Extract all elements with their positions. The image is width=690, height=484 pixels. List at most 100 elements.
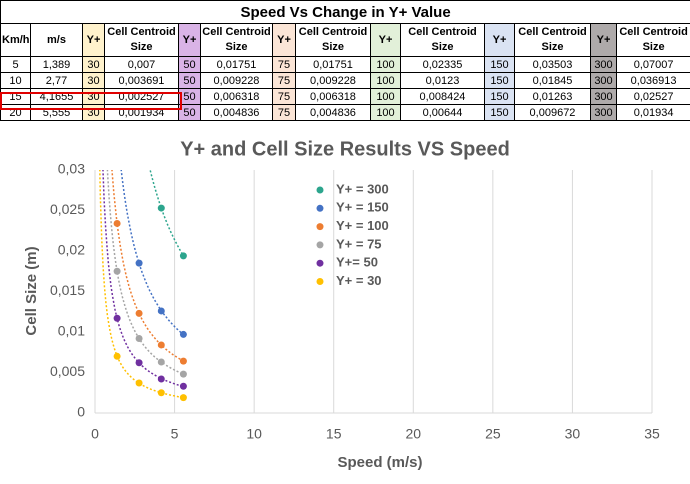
legend-marker bbox=[316, 223, 324, 231]
x-tick-label: 15 bbox=[326, 426, 342, 442]
x-tick-label: 20 bbox=[405, 426, 421, 442]
table-cell: Cell Centroid Size bbox=[615, 23, 690, 57]
point bbox=[113, 352, 121, 360]
point bbox=[135, 359, 143, 367]
table-cell: Y+ bbox=[370, 23, 401, 57]
table-cell: 0,009228 bbox=[295, 72, 371, 89]
table-cell: 150 bbox=[484, 56, 515, 73]
y-tick-label: 0,025 bbox=[50, 201, 85, 217]
chart-title: Y+ and Cell Size Results VS Speed bbox=[180, 138, 510, 160]
table-cell: 2,77 bbox=[30, 72, 83, 89]
table-cell: 0,01934 bbox=[615, 104, 690, 121]
x-tick-label: 30 bbox=[565, 426, 581, 442]
table-cell: Y+ bbox=[178, 23, 201, 57]
table-cell: 0,01751 bbox=[295, 56, 371, 73]
table-cell: 0,009672 bbox=[514, 104, 591, 121]
x-axis-label: Speed (m/s) bbox=[337, 454, 422, 471]
highlight-box bbox=[0, 92, 182, 110]
table-cell: 75 bbox=[272, 72, 296, 89]
y-tick-label: 0 bbox=[77, 404, 85, 420]
table-cell: 30 bbox=[82, 56, 105, 73]
table-cell: 10 bbox=[0, 72, 31, 89]
x-tick-label: 5 bbox=[171, 426, 179, 442]
point bbox=[113, 219, 121, 227]
table-cell: Cell Centroid Size bbox=[200, 23, 273, 57]
x-tick-label: 0 bbox=[91, 426, 99, 442]
table-cell: Cell Centroid Size bbox=[400, 23, 485, 57]
table-cell: Y+ bbox=[82, 23, 105, 57]
point bbox=[113, 267, 121, 275]
point bbox=[179, 252, 187, 260]
legend-label: Y+= 50 bbox=[336, 255, 378, 270]
point bbox=[135, 334, 143, 342]
legend-label: Y+ = 30 bbox=[336, 273, 382, 288]
table-cell: 100 bbox=[370, 104, 401, 121]
y-tick-label: 0,005 bbox=[50, 363, 85, 379]
table-cell: 0,0123 bbox=[400, 72, 485, 89]
table-cell: 0,006318 bbox=[200, 88, 273, 105]
table-cell: m/s bbox=[30, 23, 83, 57]
table-cell: Cell Centroid Size bbox=[295, 23, 371, 57]
table-cell: 100 bbox=[370, 56, 401, 73]
table-cell: 0,00644 bbox=[400, 104, 485, 121]
table-cell: 50 bbox=[178, 56, 201, 73]
table-cell: 300 bbox=[590, 56, 617, 73]
table-cell: 5 bbox=[0, 56, 31, 73]
table-cell: 0,036913 bbox=[615, 72, 690, 89]
table-cell: 0,004836 bbox=[295, 104, 371, 121]
x-tick-label: 10 bbox=[246, 426, 262, 442]
table-cell: 0,01751 bbox=[200, 56, 273, 73]
table-cell: Y+ bbox=[484, 23, 515, 57]
point bbox=[157, 358, 165, 366]
y-tick-label: 0,03 bbox=[58, 161, 85, 177]
table-cell: 300 bbox=[590, 88, 617, 105]
trendline bbox=[111, 170, 184, 362]
table-cell: 75 bbox=[272, 56, 296, 73]
legend-label: Y+ = 150 bbox=[336, 200, 389, 215]
table-cell: Y+ bbox=[272, 23, 296, 57]
table-cell: 100 bbox=[370, 72, 401, 89]
legend-marker bbox=[316, 204, 324, 212]
trendline bbox=[99, 170, 184, 399]
table-cell: 1,389 bbox=[30, 56, 83, 73]
x-tick-label: 25 bbox=[485, 426, 501, 442]
table-cell: 0,004836 bbox=[200, 104, 273, 121]
table-cell: 0,03503 bbox=[514, 56, 591, 73]
point bbox=[135, 259, 143, 267]
table-cell: Y+ bbox=[590, 23, 617, 57]
y-tick-label: 0,02 bbox=[58, 242, 85, 258]
table-cell: 150 bbox=[484, 104, 515, 121]
point bbox=[179, 370, 187, 378]
table-cell: 30 bbox=[82, 72, 105, 89]
point bbox=[157, 375, 165, 383]
table-cell: 300 bbox=[590, 104, 617, 121]
y-axis-label: Cell Size (m) bbox=[23, 246, 40, 335]
point bbox=[157, 341, 165, 349]
table-cell: 75 bbox=[272, 88, 296, 105]
point bbox=[179, 382, 187, 390]
legend-marker bbox=[316, 186, 324, 194]
point bbox=[135, 309, 143, 317]
table-cell: 50 bbox=[178, 104, 201, 121]
table-cell: 75 bbox=[272, 104, 296, 121]
table-cell: 0,02335 bbox=[400, 56, 485, 73]
trendline bbox=[149, 170, 185, 257]
point bbox=[135, 379, 143, 387]
table-cell: 0,02527 bbox=[615, 88, 690, 105]
legend-label: Y+ = 75 bbox=[336, 236, 382, 251]
table-cell: 0,01845 bbox=[514, 72, 591, 89]
point bbox=[157, 204, 165, 212]
table-cell: Km/h bbox=[0, 23, 31, 57]
table-cell: 100 bbox=[370, 88, 401, 105]
table-cell: 150 bbox=[484, 88, 515, 105]
table-row: 5 1,389 30 0,007 50 0,01751 75 0,01751 100 0,0233… bbox=[0, 56, 690, 73]
legend-marker bbox=[316, 241, 324, 249]
table-title: Speed Vs Change in Y+ Value bbox=[0, 0, 690, 24]
point bbox=[179, 357, 187, 365]
table-row: 10 2,77 30 0,003691 50 0,009228 75 0,009228 100 0… bbox=[0, 72, 690, 89]
y-tick-label: 0,01 bbox=[58, 323, 85, 339]
table-cell: 0,008424 bbox=[400, 88, 485, 105]
table-row: Km/h m/s Y+ Cell Centroid Size Y+ Cell Centro… bbox=[0, 23, 690, 57]
table-cell: 0,007 bbox=[104, 56, 179, 73]
